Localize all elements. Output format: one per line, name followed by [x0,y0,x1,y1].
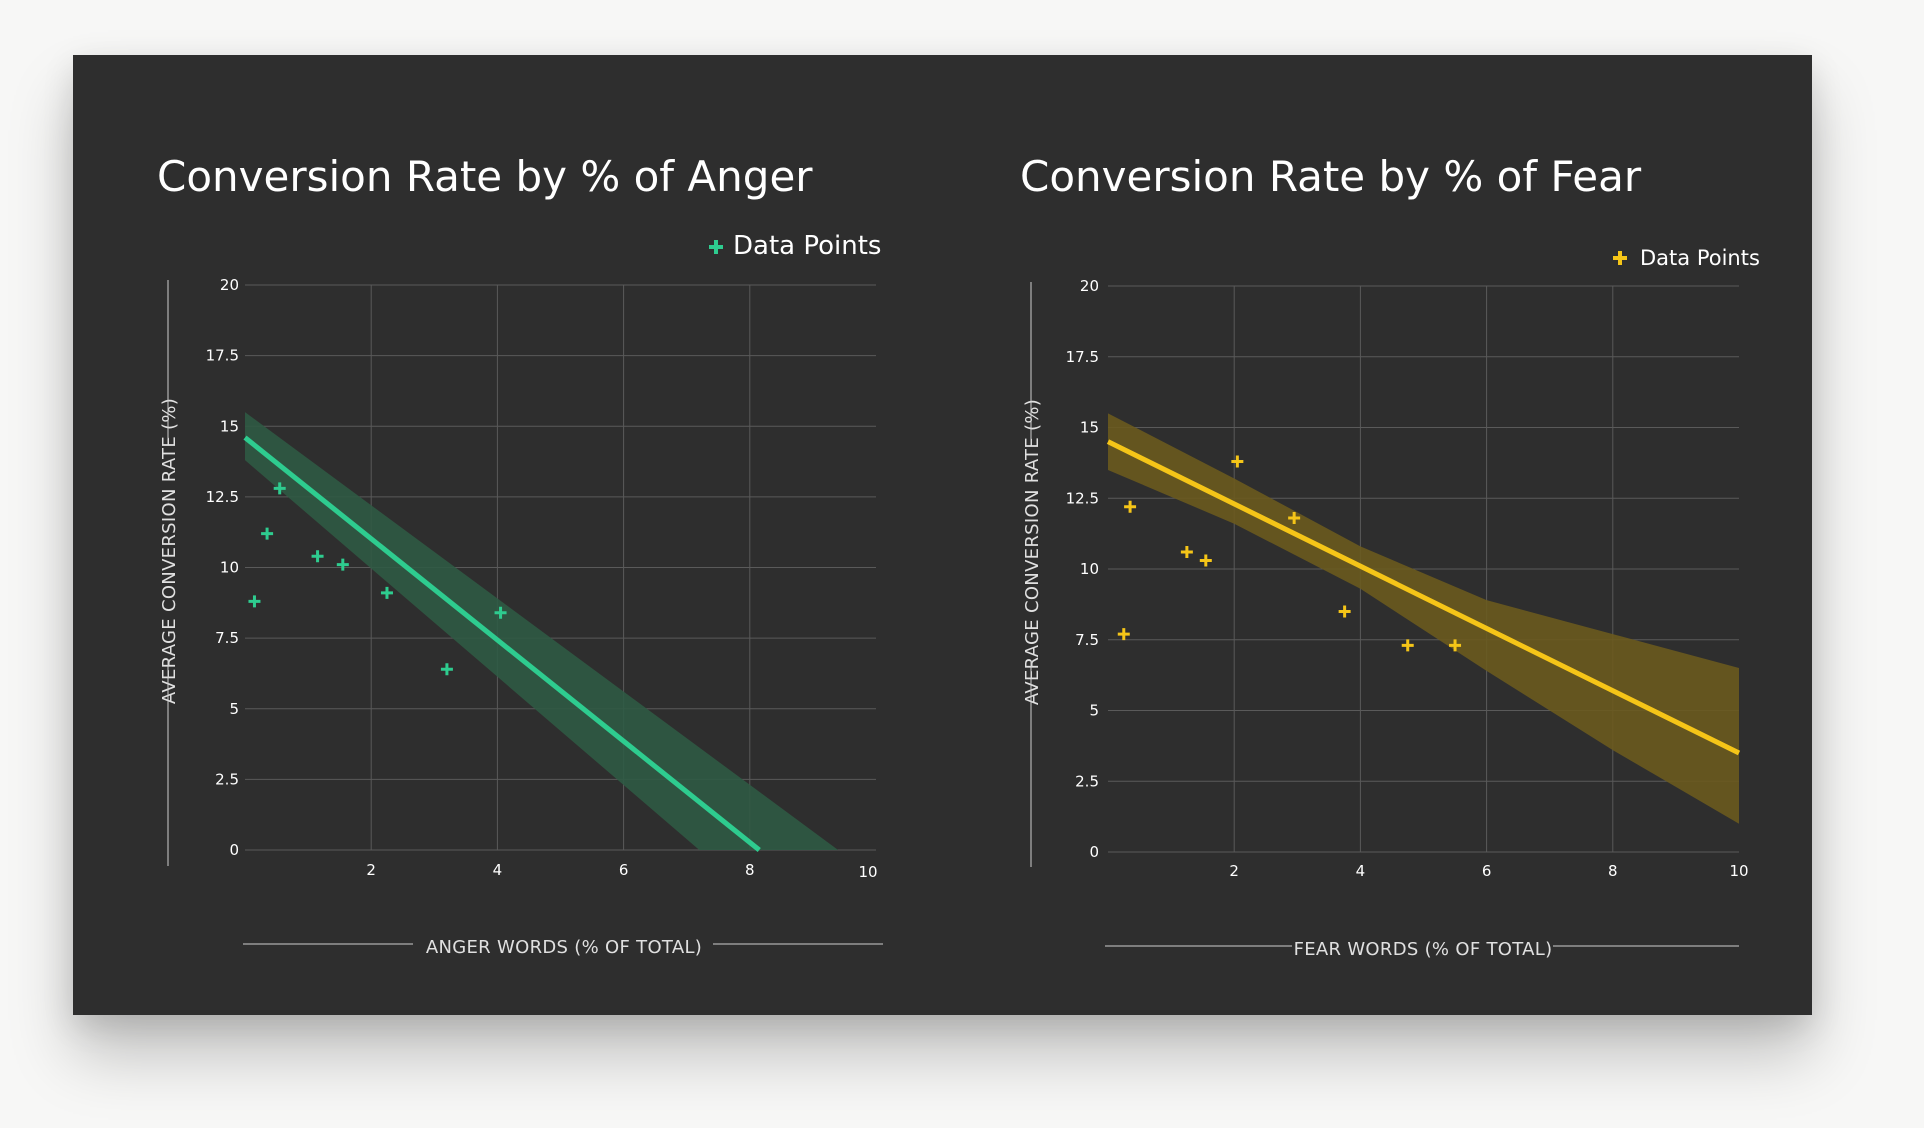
data-point-fear [1180,546,1193,559]
y-tick-label-fear: 12.5 [1066,489,1099,507]
y-tick-label-fear: 20 [1080,277,1099,295]
charts-svg: Conversion Rate by % of Anger Data Point… [157,152,1760,960]
y-tick-label-anger: 15 [220,417,239,435]
legend-marker-fear [1613,251,1627,265]
data-point-fear [1124,500,1137,513]
x-tick-label-fear: 8 [1608,862,1618,880]
data-point-anger [440,663,453,676]
data-point-anger [336,558,349,571]
chart-title-fear: Conversion Rate by % of Fear [1020,152,1642,201]
data-point-fear [1288,512,1301,525]
trend-line-anger [243,435,761,852]
data-point-anger [380,586,393,599]
data-point-fear [1401,639,1414,652]
data-point-anger [494,606,507,619]
chart-title-anger: Conversion Rate by % of Anger [157,152,813,201]
legend-marker-anger [709,240,723,254]
data-point-anger [248,595,261,608]
data-point-fear [1231,455,1244,468]
chart-marks: 0 2.5 5 7.5 10 12.5 15 17.5 20 2 4 6 8 10 0 2.5 5 7.5 10 12… [167,240,1749,947]
data-point-fear [1338,605,1351,618]
x-tick-label-anger: 8 [745,861,755,879]
y-tick-label-anger: 10 [220,559,239,577]
x-axis-title-anger: ANGER WORDS (% OF TOTAL) [426,937,702,958]
y-axis-title-anger: AVERAGE CONVERSION RATE (%) [159,398,180,704]
y-tick-label-fear: 17.5 [1066,348,1099,366]
chart-panel: Conversion Rate by % of Anger Data Point… [73,55,1812,1015]
y-tick-label-anger: 12.5 [206,488,239,506]
data-point-fear [1449,639,1462,652]
y-tick-label-fear: 7.5 [1075,631,1099,649]
y-tick-label-fear: 0 [1089,843,1099,861]
y-tick-label-anger: 20 [220,276,239,294]
y-tick-label-fear: 15 [1080,419,1099,437]
trend-line-fear [1106,439,1741,756]
y-tick-label-anger: 7.5 [215,629,239,647]
confidence-band-fear [1108,413,1739,824]
y-axis-title-fear: AVERAGE CONVERSION RATE (%) [1022,399,1043,705]
y-tick-label-fear: 10 [1080,560,1099,578]
legend-label-anger: Data Points [733,231,881,261]
x-tick-label-anger: 6 [619,861,629,879]
data-point-fear [1199,554,1212,567]
x-tick-label-fear: 2 [1229,862,1239,880]
x-tick-label-fear: 4 [1356,862,1366,880]
y-tick-label-fear: 2.5 [1075,772,1099,790]
y-tick-label-fear: 5 [1089,702,1099,720]
x-tick-label-fear: 6 [1482,862,1492,880]
y-tick-label-anger: 5 [229,700,239,718]
x-tick-label-anger: 4 [493,861,503,879]
x-tick-label-anger: 10 [858,863,877,881]
y-tick-label-anger: 0 [229,841,239,859]
confidence-band-anger [245,412,839,850]
data-point-fear [1117,628,1130,641]
x-tick-label-fear: 10 [1729,862,1748,880]
data-point-anger [273,482,286,495]
x-tick-label-anger: 2 [366,861,376,879]
x-axis-title-fear: FEAR WORDS (% OF TOTAL) [1294,939,1553,960]
legend-label-fear: Data Points [1640,246,1760,270]
y-tick-label-anger: 17.5 [206,347,239,365]
data-point-anger [311,550,324,563]
data-point-anger [261,527,274,540]
y-tick-label-anger: 2.5 [215,770,239,788]
